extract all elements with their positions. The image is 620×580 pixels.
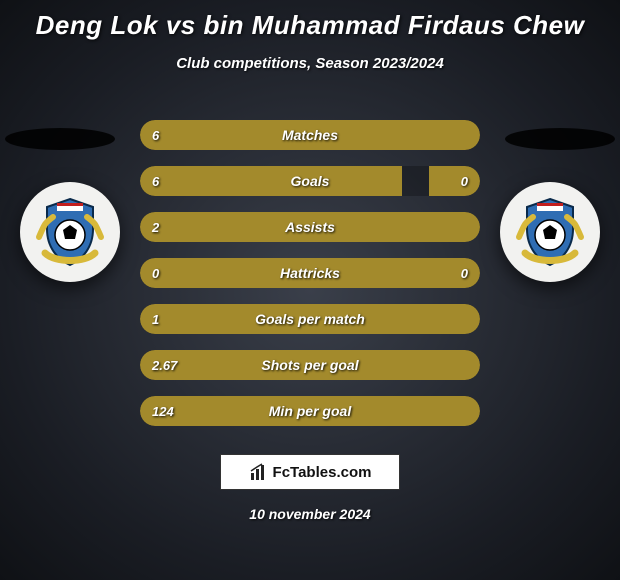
stat-fill-left [140, 258, 310, 288]
stat-bars: 6Matches 60Goals 2Assists 00Hattricks 1Goals… [140, 120, 480, 442]
club-crest-icon [511, 193, 589, 271]
stat-fill-left [140, 212, 480, 242]
page-title: Deng Lok vs bin Muhammad Firdaus Chew [0, 0, 620, 41]
stat-row: 2Assists [140, 212, 480, 242]
fctables-link[interactable]: FcTables.com [220, 454, 400, 490]
club-badge-right [500, 182, 600, 282]
club-crest-icon [31, 193, 109, 271]
stat-row: 00Hattricks [140, 258, 480, 288]
stat-fill-right [310, 258, 480, 288]
stat-fill-left [140, 120, 480, 150]
stat-row: 60Goals [140, 166, 480, 196]
chart-icon [249, 462, 269, 482]
brand-label: FcTables.com [273, 464, 372, 481]
stat-row: 1Goals per match [140, 304, 480, 334]
player-shadow-left [5, 128, 115, 150]
stat-row: 124Min per goal [140, 396, 480, 426]
stat-row: 2.67Shots per goal [140, 350, 480, 380]
stat-fill-left [140, 166, 402, 196]
club-badge-right-circle [500, 182, 600, 282]
stat-fill-left [140, 350, 480, 380]
stat-fill-left [140, 304, 480, 334]
player-shadow-right [505, 128, 615, 150]
stat-fill-right [429, 166, 480, 196]
page-subtitle: Club competitions, Season 2023/2024 [0, 55, 620, 72]
stat-fill-left [140, 396, 480, 426]
stat-row: 6Matches [140, 120, 480, 150]
club-badge-left-circle [20, 182, 120, 282]
club-badge-left [20, 182, 120, 282]
date-label: 10 november 2024 [0, 506, 620, 522]
comparison-stage: 6Matches 60Goals 2Assists 00Hattricks 1Goals… [0, 100, 620, 440]
